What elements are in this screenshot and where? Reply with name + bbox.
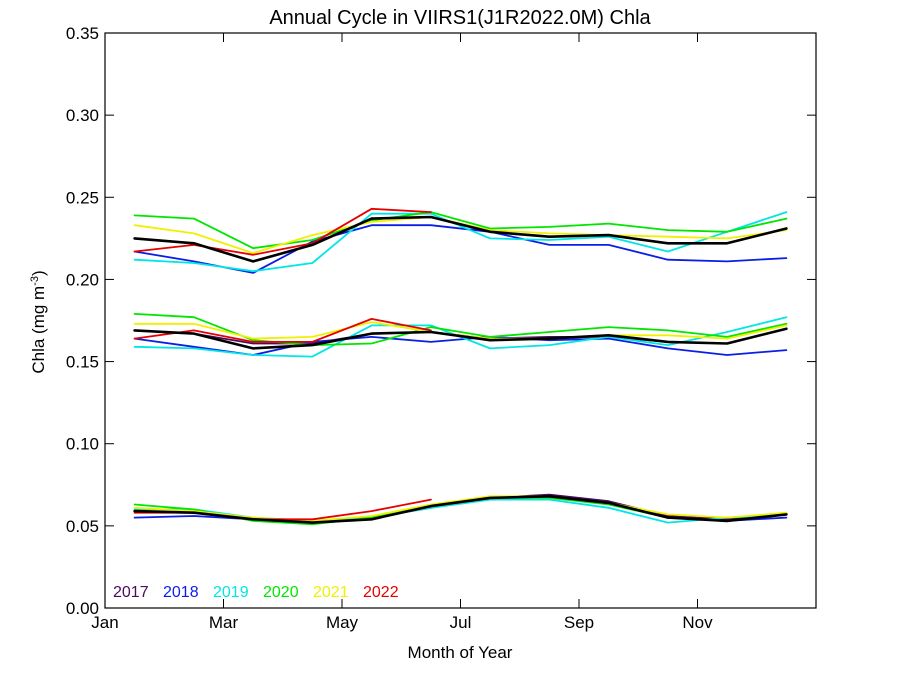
y-tick-label: 0.30 (66, 106, 99, 125)
x-tick-label: May (326, 613, 359, 632)
y-tick-label: 0.35 (66, 24, 99, 43)
x-axis-label: Month of Year (408, 643, 513, 662)
y-tick-label: 0.25 (66, 188, 99, 207)
y-tick-label: 0.00 (66, 599, 99, 618)
legend-entry-2020: 2020 (263, 584, 299, 601)
y-tick-label: 0.10 (66, 435, 99, 454)
legend-entry-2022: 2022 (363, 584, 399, 601)
y-axis: 0.00 0.05 0.10 0.15 0.20 0.25 0.30 0.35 (66, 24, 816, 618)
x-tick-label: Jul (450, 613, 472, 632)
legend: 2017 2018 2019 2020 2021 2022 (113, 584, 399, 601)
y-axis-label-main: Chla (mg m (29, 286, 48, 374)
series-line-2020-upper (133, 211, 788, 250)
x-tick-label: Nov (682, 613, 713, 632)
y-tick-label: 0.15 (66, 353, 99, 372)
y-axis-label: Chla (mg m-3) (29, 270, 48, 373)
series-line-mean-lower (133, 495, 788, 524)
legend-entry-2019: 2019 (213, 584, 249, 601)
legend-entry-2017: 2017 (113, 584, 149, 601)
series-line-2021-upper (133, 216, 788, 254)
series-line-mean-middle (133, 327, 788, 350)
x-tick-label: Mar (209, 613, 239, 632)
x-tick-label: Sep (564, 613, 594, 632)
legend-entry-2021: 2021 (313, 584, 349, 601)
y-axis-label-sup: -3 (29, 276, 41, 286)
series-line-2018-upper (133, 224, 788, 274)
y-tick-label: 0.05 (66, 517, 99, 536)
legend-entry-2018: 2018 (163, 584, 199, 601)
x-axis: Jan Mar May Jul Sep Nov (91, 33, 713, 632)
series-line-2022-upper (133, 207, 432, 256)
x-tick-label: Jan (91, 613, 118, 632)
series-line-2019-upper (133, 211, 788, 273)
y-tick-label: 0.20 (66, 270, 99, 289)
y-axis-label-close: ) (29, 270, 48, 276)
chart-title: Annual Cycle in VIIRS1(J1R2022.0M) Chla (269, 7, 651, 29)
plot-frame (104, 32, 817, 609)
series-line-mean-upper (133, 215, 788, 263)
series-line-2021-lower (133, 495, 788, 522)
series-lines (133, 207, 788, 526)
